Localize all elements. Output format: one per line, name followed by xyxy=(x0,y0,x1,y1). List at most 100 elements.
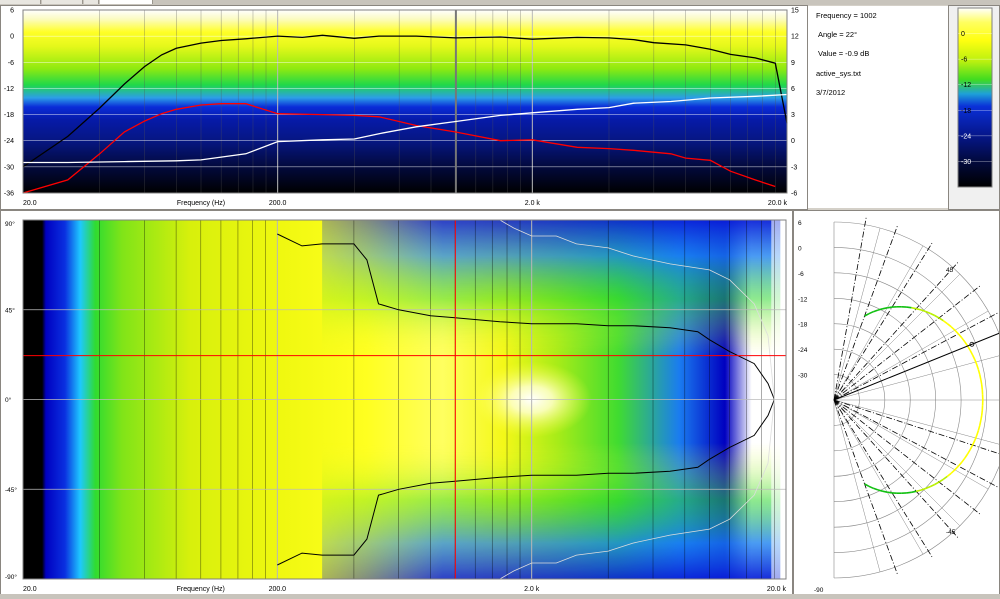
polar-ring-label: 0 xyxy=(798,245,802,252)
polar-response-segment xyxy=(980,415,983,421)
polar-dash-line xyxy=(833,260,960,401)
polar-response-segment xyxy=(980,384,984,390)
polar-response-segment xyxy=(906,306,912,309)
polar-response-segment xyxy=(946,472,952,478)
polar-plot[interactable]: 6 0 -6 -12 -18 -24 -30 45 -45 -90 xyxy=(794,211,999,594)
polar-spoke xyxy=(833,399,881,572)
polar-response-segment xyxy=(925,310,931,315)
x-tick-label: 20.0 xyxy=(23,586,37,593)
polar-response-segment xyxy=(975,364,980,370)
scale-tick-label: -6 xyxy=(961,57,967,64)
polar-response-segment xyxy=(887,306,893,309)
y-tick-label: -30 xyxy=(4,164,14,171)
polar-spoke xyxy=(833,399,961,527)
polar-response-segment xyxy=(925,485,931,490)
scale-tick-label: 0 xyxy=(961,31,965,38)
polar-spoke xyxy=(833,310,989,401)
polar-response-segment xyxy=(957,333,963,339)
bottom-bar xyxy=(0,594,1000,599)
polar-dash-line xyxy=(833,284,982,401)
polar-dash-line xyxy=(833,399,899,576)
polar-response-segment xyxy=(929,483,936,488)
polar-response-segment xyxy=(977,369,981,375)
polar-spoke xyxy=(833,245,924,401)
polar-response-segment xyxy=(864,483,870,488)
tab-3[interactable] xyxy=(84,0,99,4)
series-line-2 xyxy=(22,103,776,194)
polar-response-segment xyxy=(877,308,883,311)
y-tick-label: -90° xyxy=(5,573,17,581)
x-tick-label: 2.0 k xyxy=(524,586,540,593)
frequency-response-panel: 6 0 -6 -12 -18 -24 -30 -36 15 12 9 6 3 0 -3 -6 20.0 200.0… xyxy=(0,5,808,210)
polar-response-segment xyxy=(934,481,940,486)
polar-response-segment xyxy=(938,478,944,483)
y-tick-label: -24 xyxy=(4,138,14,145)
x-tick-label: 20.0 xyxy=(23,200,37,207)
polar-response-segment xyxy=(877,489,883,492)
polar-angle-label: -90 xyxy=(814,587,824,594)
y-tick-label: -18 xyxy=(4,112,14,119)
polar-response-segment xyxy=(916,489,922,493)
polar-response-segment xyxy=(974,359,978,365)
polar-response-segment xyxy=(887,491,893,494)
polar-response-segment xyxy=(864,312,870,317)
value-readout: Value = -0.9 dB xyxy=(818,49,870,58)
polar-dash-line xyxy=(833,399,934,559)
tab-2[interactable] xyxy=(42,0,83,4)
file-date: 3/7/2012 xyxy=(816,88,846,97)
frequency-response-chart[interactable]: 6 0 -6 -12 -18 -24 -30 -36 15 12 9 6 3 0 -3 -6 20.0 200.0… xyxy=(1,6,807,209)
y2-tick-label: 12 xyxy=(791,34,799,41)
scale-gradient xyxy=(957,7,993,188)
polar-response-segment xyxy=(873,309,879,313)
plot-frame xyxy=(22,9,788,194)
x-axis-label: Frequency (Hz) xyxy=(177,200,225,207)
polar-response-segment xyxy=(938,317,944,322)
y-tick-label: 45° xyxy=(5,306,15,314)
polar-ring xyxy=(833,221,999,579)
tab-4[interactable] xyxy=(100,0,153,4)
polar-response-segment xyxy=(978,374,982,380)
file-name: active_sys.txt xyxy=(816,69,862,78)
x-tick-label: 20.0 k xyxy=(768,200,788,207)
y2-tick-label: -3 xyxy=(791,164,797,171)
y2-tick-label: 0 xyxy=(791,138,795,145)
series-line-1 xyxy=(22,34,788,168)
polar-spoke xyxy=(833,399,989,490)
polar-dash-line xyxy=(833,311,999,401)
directivity-heatmap[interactable]: 90° 45° 0° -45° -90° 20.0 200.0 2.0 k 20.0 k Freq… xyxy=(1,211,792,594)
polar-response-segment xyxy=(873,487,879,491)
polar-response-segment xyxy=(969,350,974,356)
tab-strip xyxy=(0,0,1000,5)
polar-dash-line xyxy=(833,399,999,489)
polar-response-segment xyxy=(916,307,922,311)
y-tick-label: -45° xyxy=(5,486,17,494)
y-tick-label: 6 xyxy=(10,8,14,15)
polar-cursor-line xyxy=(833,332,999,401)
scale-tick-label: -18 xyxy=(961,108,971,115)
polar-ring-label: 6 xyxy=(798,220,802,227)
polar-response-segment xyxy=(954,465,959,471)
polar-response-segment xyxy=(975,430,980,436)
contour-minus-6db-lower xyxy=(277,399,775,566)
polar-response-segment xyxy=(971,354,976,360)
polar-response-segment xyxy=(974,435,978,441)
polar-response-segment xyxy=(946,322,952,328)
polar-dash-line xyxy=(833,399,960,540)
polar-response-segment xyxy=(966,345,971,351)
polar-angle-label: 45 xyxy=(946,267,954,274)
polar-ring-label: -18 xyxy=(798,322,808,329)
scale-tick-label: -24 xyxy=(961,133,971,140)
polar-dash-line xyxy=(833,224,899,401)
polar-response-segment xyxy=(980,410,984,416)
directivity-map-panel: 90° 45° 0° -45° -90° 20.0 200.0 2.0 k 20.0 k Freq… xyxy=(0,210,793,595)
plot-frame xyxy=(22,219,787,580)
polar-response-segment xyxy=(957,461,963,467)
tab-1[interactable] xyxy=(0,0,41,4)
polar-angle-label: -45 xyxy=(946,529,956,536)
y2-tick-label: 3 xyxy=(791,112,795,119)
contour-minus-6db-upper xyxy=(277,233,775,400)
y2-tick-label: 15 xyxy=(791,8,799,15)
polar-spoke xyxy=(833,399,999,445)
polar-response-segment xyxy=(882,490,888,493)
polar-response-segment xyxy=(950,469,956,474)
